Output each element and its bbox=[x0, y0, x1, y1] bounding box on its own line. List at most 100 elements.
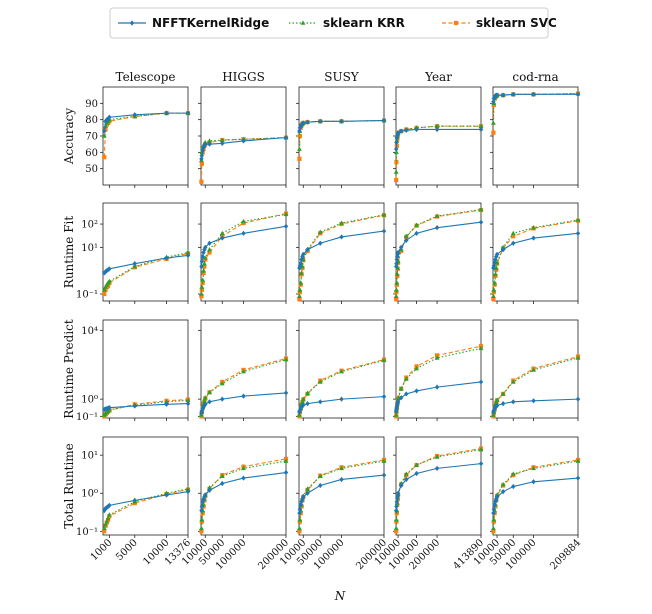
data-point bbox=[414, 126, 419, 133]
data-point bbox=[414, 388, 419, 394]
data-point bbox=[478, 461, 484, 467]
data-point bbox=[102, 507, 107, 514]
data-point bbox=[394, 517, 399, 522]
panel-year-runtime-predict bbox=[393, 319, 484, 421]
data-point bbox=[220, 140, 225, 146]
y-tick-label: 10⁰ bbox=[81, 489, 98, 500]
data-point bbox=[132, 497, 137, 503]
data-point bbox=[298, 280, 304, 285]
y-tick-label: 50 bbox=[85, 164, 98, 175]
data-point bbox=[395, 399, 401, 405]
panel-telescope-accuracy: 50 60 70 80 90 bbox=[85, 86, 191, 188]
panel-grid: Accuracy Runtime Fit Runtime Predict Total … bbox=[62, 70, 583, 572]
data-point bbox=[494, 251, 500, 257]
axes-frame bbox=[395, 202, 482, 302]
data-point bbox=[531, 465, 536, 471]
data-point bbox=[305, 119, 310, 125]
data-point bbox=[317, 473, 323, 479]
data-point bbox=[199, 529, 204, 534]
data-point bbox=[199, 258, 205, 264]
data-point bbox=[199, 410, 204, 416]
data-point bbox=[394, 406, 399, 413]
data-point bbox=[297, 287, 303, 292]
data-point bbox=[394, 503, 399, 510]
data-point bbox=[398, 395, 404, 401]
data-point bbox=[297, 525, 302, 531]
data-point bbox=[500, 489, 506, 495]
data-point bbox=[202, 261, 207, 266]
data-point bbox=[299, 256, 304, 263]
data-point bbox=[395, 395, 401, 400]
data-point bbox=[394, 149, 399, 155]
data-point bbox=[491, 506, 497, 512]
data-point bbox=[297, 146, 302, 151]
data-point bbox=[500, 401, 506, 407]
data-point bbox=[381, 212, 387, 217]
data-point bbox=[200, 499, 205, 505]
data-point bbox=[105, 515, 111, 521]
data-point bbox=[414, 365, 419, 371]
row-label-runtime-fit: Runtime Fit bbox=[62, 216, 76, 289]
series-nfftkernelridge bbox=[394, 379, 484, 414]
panel-telescope-runtime-fit: 10⁻¹ 10¹ 10² bbox=[76, 202, 191, 304]
column-title-higgs: HIGGS bbox=[222, 70, 265, 84]
y-tick-label: 10¹ bbox=[81, 451, 98, 462]
data-point bbox=[414, 470, 419, 477]
data-point bbox=[394, 178, 399, 183]
data-point bbox=[202, 264, 207, 269]
y-tick-label: 10⁻¹ bbox=[76, 527, 98, 538]
series-sklearn-krr bbox=[491, 217, 581, 299]
data-point bbox=[207, 138, 212, 143]
data-point bbox=[339, 220, 344, 225]
data-point bbox=[132, 112, 137, 118]
axes-frame bbox=[395, 86, 482, 186]
x-tick-label: 209884 bbox=[548, 537, 583, 572]
data-point bbox=[478, 379, 484, 385]
data-point bbox=[298, 261, 303, 267]
data-point bbox=[220, 480, 225, 487]
data-point bbox=[200, 277, 206, 282]
data-point bbox=[394, 261, 399, 267]
column-title-cod-rna: cod-rna bbox=[512, 70, 558, 84]
data-point bbox=[395, 490, 401, 496]
data-point bbox=[300, 399, 305, 404]
data-point bbox=[207, 399, 212, 405]
column-title-year: Year bbox=[424, 70, 452, 84]
data-point bbox=[339, 234, 344, 240]
data-point bbox=[318, 118, 323, 124]
data-point bbox=[297, 506, 303, 512]
data-point bbox=[394, 256, 400, 263]
data-point bbox=[207, 141, 212, 147]
axes-frame bbox=[395, 319, 482, 419]
data-point bbox=[394, 280, 400, 285]
series-line bbox=[492, 219, 579, 297]
data-point bbox=[185, 489, 191, 495]
data-point bbox=[491, 99, 496, 105]
data-point bbox=[494, 92, 500, 98]
data-point bbox=[414, 230, 419, 236]
data-point bbox=[434, 465, 440, 471]
y-tick-label: 10² bbox=[81, 220, 98, 231]
legend-entry-sklearn-krr: sklearn KRR bbox=[289, 16, 405, 30]
data-point bbox=[297, 128, 302, 134]
data-point bbox=[283, 458, 289, 463]
data-point bbox=[102, 128, 107, 134]
data-point bbox=[398, 244, 404, 250]
panel-cod-rna-runtime-predict bbox=[490, 319, 581, 421]
legend-marker-square bbox=[453, 20, 459, 26]
data-point bbox=[241, 393, 246, 399]
data-point bbox=[106, 512, 112, 517]
data-point bbox=[478, 219, 484, 225]
data-point bbox=[300, 396, 306, 401]
data-point bbox=[102, 155, 107, 160]
data-point bbox=[381, 458, 387, 463]
data-point bbox=[297, 156, 302, 161]
data-point bbox=[199, 525, 204, 531]
data-point bbox=[398, 482, 404, 489]
data-point bbox=[434, 384, 440, 390]
data-point bbox=[339, 118, 344, 124]
data-point bbox=[493, 265, 499, 270]
axes-frame bbox=[298, 202, 385, 302]
data-point bbox=[500, 92, 506, 98]
data-point bbox=[207, 247, 212, 252]
